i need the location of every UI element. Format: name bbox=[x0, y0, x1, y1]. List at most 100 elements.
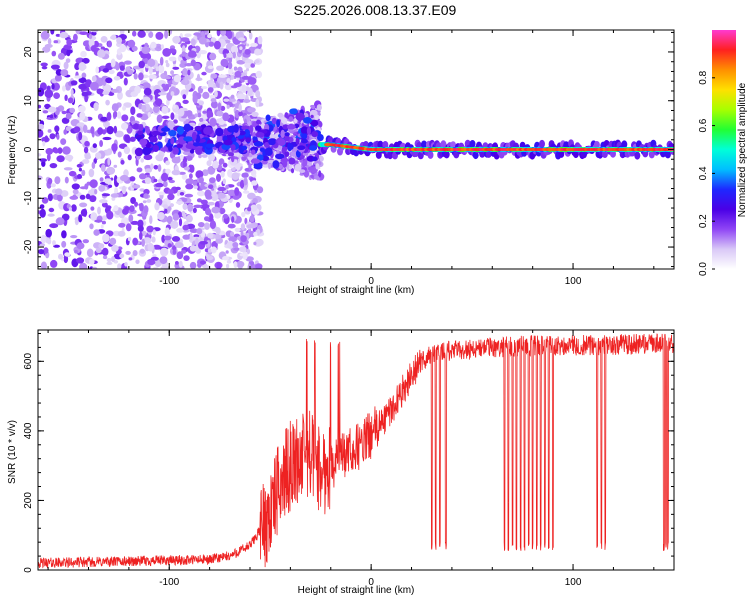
spectrogram-cell bbox=[240, 235, 247, 243]
spectrogram-cell bbox=[152, 266, 159, 269]
spectrogram-cell bbox=[244, 49, 251, 55]
spectrogram-cell bbox=[185, 183, 194, 190]
spectrogram-cell bbox=[76, 257, 85, 264]
spectrogram-cell bbox=[88, 168, 95, 178]
spectrogram-cell bbox=[311, 119, 319, 127]
spectrogram-cell bbox=[288, 144, 294, 150]
spectrogram-cell bbox=[265, 114, 271, 122]
spectrogram-cell bbox=[100, 164, 106, 172]
spectrogram-cell bbox=[59, 31, 69, 39]
spectrogram-cell bbox=[141, 82, 151, 90]
spectrogram-cell bbox=[127, 236, 132, 242]
spectrogram-cell bbox=[140, 158, 144, 163]
spectrogram-cell bbox=[105, 77, 113, 84]
snr-x-label: Height of straight line (km) bbox=[298, 585, 415, 596]
spectrogram-cell bbox=[152, 229, 156, 236]
spectrogram-cell bbox=[302, 160, 306, 169]
spectrogram-cell bbox=[284, 151, 290, 158]
spectrogram-cell bbox=[247, 77, 257, 85]
spectrogram-cell bbox=[189, 245, 197, 252]
spectrogram-cell bbox=[144, 168, 152, 173]
spectrogram-cell bbox=[161, 83, 166, 88]
spectrogram-cell bbox=[216, 134, 223, 144]
spectrogram-cell bbox=[169, 203, 174, 208]
spectrogram-cell bbox=[664, 150, 671, 159]
spectrogram-cell bbox=[179, 154, 184, 160]
spectrogram-cell bbox=[104, 178, 112, 185]
spectrogram-cell bbox=[192, 180, 198, 186]
spectrogram-cell bbox=[194, 113, 199, 118]
spectrogram-cell bbox=[50, 259, 58, 268]
spectrogram-cell bbox=[217, 192, 226, 199]
spectrogram-cell bbox=[64, 94, 68, 102]
spectrogram-cell bbox=[201, 154, 208, 158]
spectrogram-cell bbox=[230, 94, 235, 100]
spectrogram-cell bbox=[306, 126, 311, 135]
spectrogram-cell bbox=[229, 152, 235, 157]
spectrogram-cell bbox=[210, 246, 217, 254]
x-tick-label: 100 bbox=[565, 577, 582, 588]
spectrogram-cell bbox=[65, 112, 72, 120]
spectrogram-cell bbox=[159, 256, 168, 264]
spectrogram-cell bbox=[90, 30, 99, 33]
spectrogram-cell bbox=[138, 60, 145, 69]
spectrogram-cell bbox=[77, 174, 82, 179]
spectrogram-cell bbox=[102, 233, 110, 243]
spectrogram-cell bbox=[101, 247, 109, 256]
spectrogram-cell bbox=[81, 57, 90, 64]
spectrogram-cell bbox=[210, 98, 217, 103]
spectrogram-cell bbox=[124, 262, 128, 267]
spectrogram-cell bbox=[197, 112, 202, 118]
spectrogram-cell bbox=[117, 263, 122, 269]
spectrogram-cell bbox=[83, 146, 89, 154]
spectrogram-cell bbox=[284, 132, 290, 137]
spectrogram-cell bbox=[244, 129, 250, 137]
spectrogram-cell bbox=[209, 213, 214, 222]
spectrogram-cell bbox=[241, 211, 246, 218]
spectrogram-cell bbox=[295, 112, 305, 121]
spectrogram-cell bbox=[154, 202, 160, 211]
spectrogram-cell bbox=[78, 83, 88, 90]
spectrogram-cell bbox=[241, 84, 247, 93]
spectrogram-cell bbox=[152, 244, 161, 250]
spectrogram-cell bbox=[42, 141, 46, 147]
spectrogram-cell bbox=[45, 148, 54, 155]
spectrogram-cell bbox=[106, 112, 112, 121]
spectrogram-cell bbox=[233, 82, 242, 87]
spectrogram-cell bbox=[302, 152, 309, 156]
spectrogram-cell bbox=[160, 247, 169, 257]
spectrogram-cell bbox=[170, 91, 175, 97]
spectrogram-cell bbox=[178, 260, 183, 268]
spectrogram-cell bbox=[64, 154, 74, 161]
spectrogram-x-label: Height of straight line (km) bbox=[298, 285, 415, 296]
spectrogram-cell bbox=[111, 256, 116, 263]
spectrogram-cell bbox=[244, 217, 248, 225]
spectrogram-cell bbox=[47, 177, 53, 185]
spectrogram-cell bbox=[250, 204, 258, 212]
spectrogram-cell bbox=[216, 173, 221, 182]
spectrogram-cell bbox=[65, 58, 71, 63]
spectrogram-cell bbox=[142, 96, 151, 104]
spectrogram-cell bbox=[311, 156, 318, 162]
spectrogram-cell bbox=[309, 145, 318, 151]
spectrogram-cell bbox=[69, 107, 76, 114]
spectrogram-cell bbox=[151, 130, 161, 136]
spectrogram-cell bbox=[176, 125, 184, 135]
spectrogram-cell bbox=[129, 176, 136, 182]
y-tick-label: 600 bbox=[23, 353, 34, 370]
spectrogram-cell bbox=[315, 163, 320, 170]
spectrogram-cell bbox=[207, 232, 214, 239]
spectrogram-cell bbox=[254, 59, 260, 64]
spectrogram-cell bbox=[208, 184, 214, 189]
spectrogram-cell bbox=[250, 63, 255, 68]
spectrogram-cell bbox=[123, 146, 131, 155]
spectrogram-cell bbox=[201, 71, 207, 76]
spectrogram-cell bbox=[133, 123, 139, 130]
spectrogram-cell bbox=[168, 179, 175, 184]
spectrogram-cell bbox=[245, 137, 252, 143]
spectrogram-cell bbox=[66, 49, 73, 54]
spectrogram-cell bbox=[222, 162, 228, 168]
spectrogram-cell bbox=[60, 69, 69, 77]
spectrogram-cell bbox=[161, 115, 170, 120]
